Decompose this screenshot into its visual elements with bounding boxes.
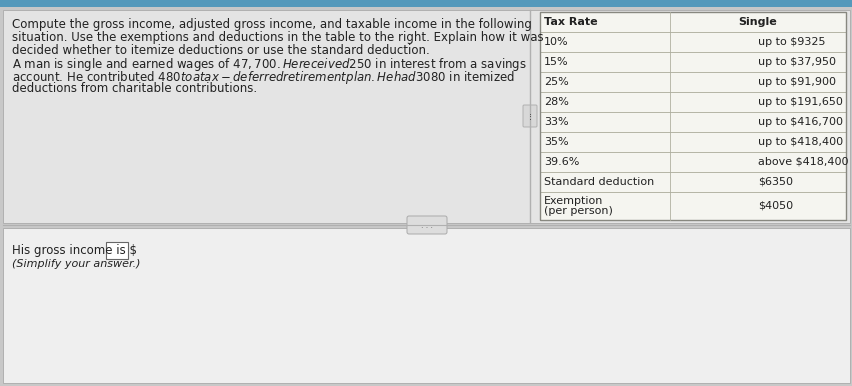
Text: situation. Use the exemptions and deductions in the table to the right. Explain : situation. Use the exemptions and deduct… bbox=[12, 31, 543, 44]
Text: 15%: 15% bbox=[544, 57, 568, 67]
Text: A man is single and earned wages of $47,700. He received $250 in interest from a: A man is single and earned wages of $47,… bbox=[12, 56, 526, 73]
FancyBboxPatch shape bbox=[406, 216, 446, 234]
Text: 35%: 35% bbox=[544, 137, 568, 147]
FancyBboxPatch shape bbox=[539, 132, 845, 152]
FancyBboxPatch shape bbox=[539, 172, 845, 192]
FancyBboxPatch shape bbox=[539, 52, 845, 72]
Text: . . .: . . . bbox=[421, 220, 433, 230]
Text: up to $9325: up to $9325 bbox=[757, 37, 825, 47]
FancyBboxPatch shape bbox=[539, 12, 845, 32]
FancyBboxPatch shape bbox=[539, 72, 845, 92]
Text: account. He contributed $480 to a tax-deferred retirement plan. He had $3080 in : account. He contributed $480 to a tax-de… bbox=[12, 69, 514, 86]
Text: ⋮: ⋮ bbox=[526, 113, 532, 119]
Text: Compute the gross income, adjusted gross income, and taxable income in the follo: Compute the gross income, adjusted gross… bbox=[12, 18, 532, 31]
FancyBboxPatch shape bbox=[3, 10, 849, 223]
FancyBboxPatch shape bbox=[539, 92, 845, 112]
FancyBboxPatch shape bbox=[539, 32, 845, 52]
Text: $6350: $6350 bbox=[757, 177, 792, 187]
Text: Tax Rate: Tax Rate bbox=[544, 17, 597, 27]
Text: 28%: 28% bbox=[544, 97, 568, 107]
FancyBboxPatch shape bbox=[0, 0, 852, 7]
Text: His gross income is $: His gross income is $ bbox=[12, 244, 137, 257]
FancyBboxPatch shape bbox=[539, 152, 845, 172]
Text: up to $91,900: up to $91,900 bbox=[757, 77, 835, 87]
Text: decided whether to itemize deductions or use the standard deduction.: decided whether to itemize deductions or… bbox=[12, 44, 429, 57]
Text: 33%: 33% bbox=[544, 117, 568, 127]
Text: (per person): (per person) bbox=[544, 206, 612, 216]
FancyBboxPatch shape bbox=[522, 105, 537, 127]
Text: Standard deduction: Standard deduction bbox=[544, 177, 653, 187]
Text: up to $37,950: up to $37,950 bbox=[757, 57, 835, 67]
FancyBboxPatch shape bbox=[539, 112, 845, 132]
Text: (Simplify your answer.): (Simplify your answer.) bbox=[12, 259, 141, 269]
Text: up to $418,400: up to $418,400 bbox=[757, 137, 842, 147]
Text: $4050: $4050 bbox=[757, 201, 792, 211]
Text: deductions from charitable contributions.: deductions from charitable contributions… bbox=[12, 82, 256, 95]
FancyBboxPatch shape bbox=[3, 228, 849, 383]
Text: up to $191,650: up to $191,650 bbox=[757, 97, 842, 107]
Text: 39.6%: 39.6% bbox=[544, 157, 579, 167]
Text: Exemption: Exemption bbox=[544, 196, 602, 206]
FancyBboxPatch shape bbox=[539, 192, 845, 220]
FancyBboxPatch shape bbox=[106, 242, 128, 259]
Text: 10%: 10% bbox=[544, 37, 568, 47]
Text: up to $416,700: up to $416,700 bbox=[757, 117, 842, 127]
Text: 25%: 25% bbox=[544, 77, 568, 87]
Text: Single: Single bbox=[738, 17, 776, 27]
Text: above $418,400: above $418,400 bbox=[757, 157, 848, 167]
